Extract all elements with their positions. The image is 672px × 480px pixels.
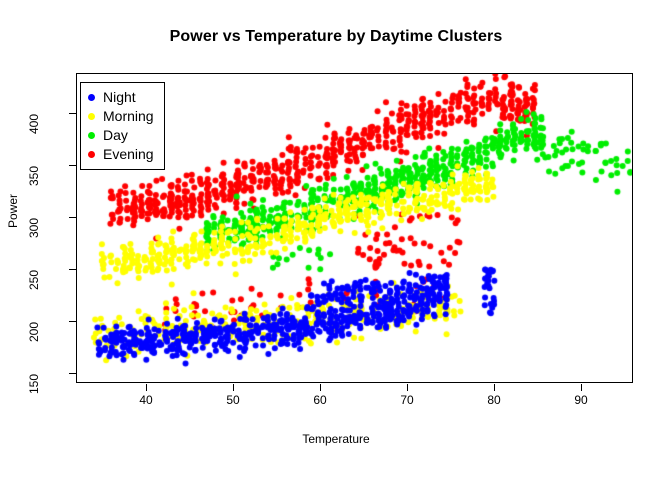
legend-label-night: Night xyxy=(103,89,136,105)
x-tick-label-50: 50 xyxy=(226,393,240,407)
x-tick-label-90: 90 xyxy=(574,393,588,407)
scatter-points-canvas xyxy=(77,74,632,382)
x-tick-label-60: 60 xyxy=(313,393,327,407)
legend-label-day: Day xyxy=(103,127,128,143)
y-tick-250 xyxy=(69,269,76,270)
x-tick-90 xyxy=(581,384,582,391)
y-tick-label-200: 200 xyxy=(27,322,41,343)
y-tick-label-150: 150 xyxy=(27,374,41,395)
y-tick-350 xyxy=(69,165,76,166)
x-tick-50 xyxy=(233,384,234,391)
y-tick-400 xyxy=(69,113,76,114)
filled-circle-icon xyxy=(88,151,95,158)
filled-circle-icon xyxy=(88,132,95,139)
legend-label-evening: Evening xyxy=(103,146,154,162)
axis-label-y: Power xyxy=(6,193,20,228)
y-tick-label-400: 400 xyxy=(27,114,41,135)
axis-label-x: Temperature xyxy=(302,432,370,446)
y-tick-label-300: 300 xyxy=(27,218,41,239)
filled-circle-icon xyxy=(88,94,95,101)
x-tick-label-80: 80 xyxy=(487,393,501,407)
legend-item-day[interactable]: Day xyxy=(88,126,154,145)
y-tick-200 xyxy=(69,321,76,322)
legend-item-night[interactable]: Night xyxy=(88,88,154,107)
y-tick-label-350: 350 xyxy=(27,166,41,187)
x-tick-40 xyxy=(146,384,147,391)
y-tick-150 xyxy=(69,373,76,374)
legend: Night Morning Day Evening xyxy=(80,82,165,170)
y-tick-300 xyxy=(69,217,76,218)
plot-area xyxy=(76,73,633,383)
y-tick-label-250: 250 xyxy=(27,270,41,291)
legend-item-morning[interactable]: Morning xyxy=(88,107,154,126)
x-tick-70 xyxy=(407,384,408,391)
x-tick-60 xyxy=(320,384,321,391)
legend-label-morning: Morning xyxy=(103,108,154,124)
x-tick-80 xyxy=(494,384,495,391)
page-title: Power vs Temperature by Daytime Clusters xyxy=(169,28,503,45)
x-tick-label-40: 40 xyxy=(139,393,153,407)
legend-item-evening[interactable]: Evening xyxy=(88,145,154,164)
filled-circle-icon xyxy=(88,113,95,120)
x-tick-label-70: 70 xyxy=(400,393,414,407)
